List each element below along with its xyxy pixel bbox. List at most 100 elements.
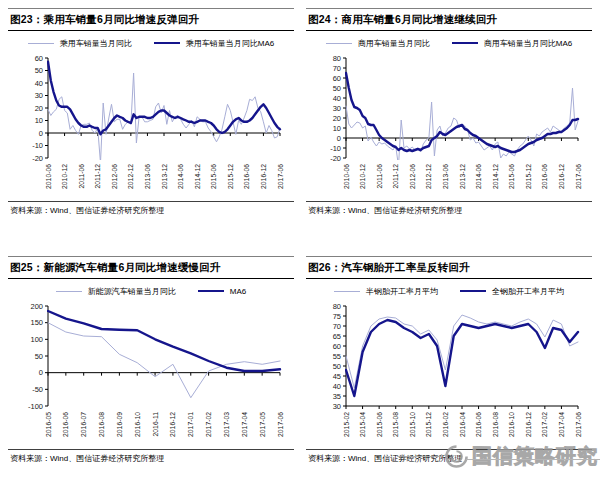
legend-label: 乘用车销量当月同比 (60, 38, 132, 49)
svg-text:10: 10 (333, 124, 341, 133)
svg-text:2014-12: 2014-12 (492, 164, 499, 189)
figure-24-panel: 图24：商用车销量6月同比增速继续回升 商用车销量当月同比 商用车销量当月同比M… (306, 8, 592, 216)
svg-text:0: 0 (39, 368, 43, 377)
svg-text:2016-11: 2016-11 (152, 412, 159, 437)
svg-text:70: 70 (333, 322, 341, 331)
legend-label: 半钢胎开工率月平均 (366, 286, 438, 297)
legend-line-thin-icon (326, 43, 352, 44)
svg-text:75: 75 (333, 312, 341, 321)
figure-23-panel: 图23：乘用车销量6月同比增速反弹回升 乘用车销量当月同比 乘用车销量当月同比M… (8, 8, 294, 216)
svg-text:2017-01: 2017-01 (187, 412, 194, 437)
legend-label: MA6 (230, 287, 246, 296)
figure-24-title: 图24：商用车销量6月同比增速继续回升 (306, 9, 592, 31)
svg-text:20: 20 (35, 104, 43, 113)
figure-23-legend: 乘用车销量当月同比 乘用车销量当月同比MA6 (8, 37, 294, 49)
svg-text:-100: -100 (28, 402, 43, 411)
svg-text:2017-06: 2017-06 (575, 412, 582, 437)
svg-text:2010-12: 2010-12 (61, 164, 68, 189)
svg-text:2013-12: 2013-12 (459, 164, 466, 189)
svg-text:65: 65 (333, 332, 341, 341)
svg-text:2017-06: 2017-06 (277, 164, 284, 189)
svg-text:2012-06: 2012-06 (409, 164, 416, 189)
svg-text:50: 50 (333, 362, 341, 371)
svg-text:2017-05: 2017-05 (259, 412, 266, 437)
svg-text:2015-10: 2015-10 (409, 412, 416, 437)
svg-text:2013-06: 2013-06 (144, 164, 151, 189)
svg-text:2013-06: 2013-06 (442, 164, 449, 189)
figure-23-chart: 6050403020100-10-202010-062010-122011-06… (8, 50, 294, 200)
figure-23-title: 图23：乘用车销量6月同比增速反弹回升 (8, 9, 294, 31)
figure-26-panel: 图26：汽车钢胎开工率呈反转回升 半钢胎开工率月平均 全钢胎开工率月平均 807… (306, 256, 592, 464)
svg-text:2016-02: 2016-02 (442, 412, 449, 437)
figure-24-chart: 80706050403020100-10-202010-062010-12201… (306, 50, 592, 200)
legend-line-thick-icon (198, 290, 224, 292)
svg-text:-50: -50 (32, 385, 43, 394)
svg-text:2017-04: 2017-04 (558, 412, 565, 437)
svg-text:2013-12: 2013-12 (161, 164, 168, 189)
svg-text:45: 45 (333, 372, 341, 381)
svg-text:30: 30 (333, 104, 341, 113)
figure-24-source-note: 资料来源：Wind、国信证券经济研究所整理 (306, 201, 592, 216)
svg-text:2016-06: 2016-06 (243, 164, 250, 189)
figure-25-panel: 图25：新能源汽车销量6月同比增速缓慢回升 新能源汽车销量当月同比 MA6 20… (8, 256, 294, 464)
figure-26-title: 图26：汽车钢胎开工率呈反转回升 (306, 257, 592, 279)
figure-25-chart: 200150100500-50-1002016-052016-062016-07… (8, 298, 294, 448)
svg-text:2016-06: 2016-06 (541, 164, 548, 189)
svg-text:2010-06: 2010-06 (45, 164, 52, 189)
figure-23-source-note: 资料来源：Wind、国信证券经济研究所整理 (8, 201, 294, 216)
svg-text:2010-12: 2010-12 (359, 164, 366, 189)
figure-26-chart: 80757065605550454035302015-022015-042015… (306, 298, 592, 448)
svg-text:2011-12: 2011-12 (94, 164, 101, 189)
svg-text:2016-06: 2016-06 (475, 412, 482, 437)
svg-text:2017-06: 2017-06 (277, 412, 284, 437)
svg-text:2014-12: 2014-12 (194, 164, 201, 189)
svg-text:80: 80 (333, 54, 341, 63)
svg-text:2012-12: 2012-12 (127, 164, 134, 189)
report-page: 图23：乘用车销量6月同比增速反弹回升 乘用车销量当月同比 乘用车销量当月同比M… (0, 0, 600, 482)
svg-text:2014-06: 2014-06 (177, 164, 184, 189)
legend-line-thin-icon (334, 291, 360, 292)
legend-label: 商用车销量当月同比MA6 (484, 38, 572, 49)
svg-text:60: 60 (333, 342, 341, 351)
svg-text:2016-10: 2016-10 (508, 412, 515, 437)
legend-line-thick-icon (460, 290, 486, 292)
svg-text:-20: -20 (330, 154, 341, 163)
svg-text:2017-04: 2017-04 (241, 412, 248, 437)
svg-text:-10: -10 (32, 141, 43, 150)
svg-text:2012-06: 2012-06 (111, 164, 118, 189)
svg-text:2015-12: 2015-12 (425, 412, 432, 437)
svg-text:150: 150 (30, 318, 43, 327)
svg-text:2016-07: 2016-07 (80, 412, 87, 437)
svg-text:2016-12: 2016-12 (260, 164, 267, 189)
svg-text:0: 0 (39, 129, 43, 138)
svg-text:2017-03: 2017-03 (223, 412, 230, 437)
svg-text:2015-06: 2015-06 (508, 164, 515, 189)
svg-text:40: 40 (333, 382, 341, 391)
svg-text:50: 50 (35, 66, 43, 75)
svg-text:60: 60 (35, 54, 43, 63)
svg-text:2016-12: 2016-12 (558, 164, 565, 189)
svg-text:2017-02: 2017-02 (205, 412, 212, 437)
svg-text:60: 60 (333, 74, 341, 83)
svg-text:-20: -20 (32, 154, 43, 163)
svg-text:2016-06: 2016-06 (62, 412, 69, 437)
svg-text:2015-02: 2015-02 (343, 412, 350, 437)
legend-label: 全钢胎开工率月平均 (492, 286, 564, 297)
figure-25-source-note: 资料来源：Wind、国信证券经济研究所整理 (8, 449, 294, 464)
svg-text:2017-06: 2017-06 (575, 164, 582, 189)
svg-text:2016-12: 2016-12 (525, 412, 532, 437)
svg-text:35: 35 (333, 392, 341, 401)
legend-line-thin-icon (56, 291, 82, 292)
legend-line-thin-icon (28, 43, 54, 44)
svg-text:2015-08: 2015-08 (392, 412, 399, 437)
svg-text:2017-02: 2017-02 (541, 412, 548, 437)
figure-24-legend: 商用车销量当月同比 商用车销量当月同比MA6 (306, 37, 592, 49)
figure-26-legend: 半钢胎开工率月平均 全钢胎开工率月平均 (306, 285, 592, 297)
svg-text:2012-12: 2012-12 (425, 164, 432, 189)
svg-text:2016-08: 2016-08 (98, 412, 105, 437)
svg-text:40: 40 (333, 94, 341, 103)
svg-text:50: 50 (35, 352, 43, 361)
svg-text:2016-10: 2016-10 (134, 412, 141, 437)
legend-label: 乘用车销量当月同比MA6 (186, 38, 274, 49)
svg-text:2016-12: 2016-12 (169, 412, 176, 437)
